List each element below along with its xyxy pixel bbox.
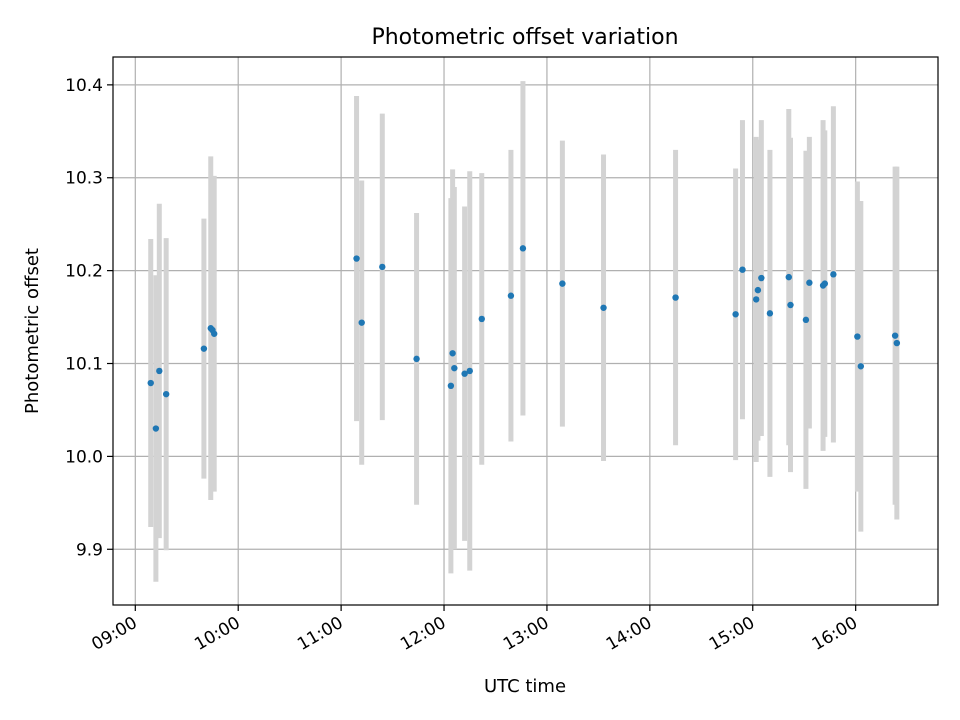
data-point: [787, 301, 794, 309]
x-tick-label: 11:00: [294, 613, 346, 655]
x-axis-label: UTC time: [484, 676, 566, 697]
x-tick-label: 16:00: [809, 613, 861, 655]
data-point: [461, 370, 468, 377]
x-tick-label: 15:00: [706, 613, 758, 655]
data-point: [379, 263, 386, 271]
data-point: [519, 245, 527, 252]
y-axis-ticks: 9.9 10.0 10.1 10.2 10.3 10.4: [65, 76, 113, 560]
data-point: [785, 273, 792, 281]
data-point: [200, 345, 208, 352]
data-point: [147, 379, 154, 387]
data-point: [893, 339, 901, 347]
data-point: [854, 333, 861, 340]
x-tick-label: 12:00: [397, 613, 449, 655]
data-point: [806, 279, 813, 286]
data-point: [857, 363, 865, 370]
data-point: [353, 255, 360, 262]
grid: [113, 57, 938, 605]
data-point: [802, 316, 810, 324]
data-point: [766, 310, 774, 317]
data-point: [413, 355, 420, 363]
error-bars: [148, 81, 900, 582]
data-point: [156, 367, 163, 375]
y-axis-label: Photometric offset: [22, 248, 43, 414]
data-point: [758, 274, 765, 282]
data-point: [739, 266, 746, 273]
y-tick-label: 10.0: [65, 447, 103, 467]
data-point: [600, 304, 607, 311]
y-tick-label: 10.2: [65, 262, 103, 282]
data-point: [466, 367, 473, 375]
data-point: [559, 280, 566, 287]
data-point: [449, 350, 456, 357]
data-points: [147, 245, 901, 432]
x-tick-label: 13:00: [500, 613, 552, 655]
data-point: [478, 315, 485, 323]
data-point: [447, 382, 455, 389]
data-point: [152, 425, 160, 432]
data-point: [507, 292, 515, 299]
y-tick-label: 10.1: [65, 355, 103, 375]
y-tick-label: 10.3: [65, 169, 103, 189]
x-axis-ticks: 09:00 10:00 11:00 12:00 13:00 14:00 15:00 16:00: [88, 605, 861, 655]
plot-frame: [112, 56, 939, 606]
y-tick-label: 9.9: [76, 540, 103, 560]
y-tick-label: 10.4: [65, 76, 103, 96]
x-tick-label: 14:00: [603, 613, 655, 655]
data-point: [830, 271, 837, 278]
data-point: [754, 286, 762, 294]
data-point: [821, 280, 828, 287]
data-point: [891, 332, 899, 339]
x-tick-label: 09:00: [88, 613, 140, 655]
data-point: [210, 330, 218, 337]
data-point: [451, 364, 458, 372]
data-point: [162, 390, 170, 398]
x-tick-label: 10:00: [191, 613, 243, 655]
data-point: [752, 296, 760, 303]
data-point: [672, 294, 679, 301]
chart-title: Photometric offset variation: [371, 25, 678, 50]
data-point: [358, 319, 365, 326]
data-point: [732, 311, 739, 318]
